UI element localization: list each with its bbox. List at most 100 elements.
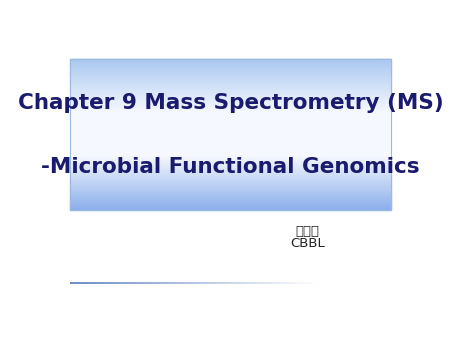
Bar (70, 124, 391, 125)
Bar (70, 127, 391, 128)
Bar (70, 166, 391, 167)
Bar (70, 125, 391, 126)
Text: CBBL: CBBL (290, 237, 325, 250)
Bar (70, 164, 391, 165)
Bar (70, 201, 391, 202)
Bar (70, 189, 391, 190)
Bar (70, 118, 391, 119)
Bar (70, 115, 391, 116)
Bar (70, 89, 391, 90)
Bar (70, 170, 391, 171)
Bar (70, 138, 391, 139)
Bar (70, 81, 391, 82)
Bar (70, 78, 391, 79)
Bar (70, 193, 391, 194)
Text: Chapter 9 Mass Spectrometry (MS): Chapter 9 Mass Spectrometry (MS) (18, 93, 444, 113)
Bar (70, 95, 391, 96)
Bar (70, 183, 391, 184)
Bar (70, 75, 391, 76)
Bar (70, 156, 391, 157)
Bar (70, 79, 391, 80)
Bar (70, 205, 391, 206)
Bar (70, 65, 391, 66)
Bar (70, 155, 391, 156)
Bar (70, 60, 391, 61)
Bar (70, 94, 391, 95)
Text: -Microbial Functional Genomics: -Microbial Functional Genomics (41, 157, 420, 177)
Bar (70, 176, 391, 177)
Bar (70, 165, 391, 166)
Bar (70, 80, 391, 81)
Bar (70, 172, 391, 173)
Bar (70, 158, 391, 159)
Bar (70, 190, 391, 191)
Bar (70, 181, 391, 182)
Bar (70, 173, 391, 174)
Bar (70, 149, 391, 150)
Bar (70, 116, 391, 117)
Bar (70, 137, 391, 138)
Bar (70, 163, 391, 164)
Bar (70, 108, 391, 109)
Bar (70, 161, 391, 162)
Bar (70, 206, 391, 207)
Bar (70, 143, 391, 144)
Bar (70, 177, 391, 178)
Bar (70, 122, 391, 123)
Bar (70, 178, 391, 179)
Bar (70, 145, 391, 146)
Bar (70, 74, 391, 75)
Bar (70, 83, 391, 84)
Bar (70, 123, 391, 124)
Bar (70, 84, 391, 85)
Bar (70, 209, 391, 210)
Bar (70, 133, 391, 134)
Bar (70, 110, 391, 111)
Bar (70, 199, 391, 200)
Bar (70, 185, 391, 186)
Bar (70, 182, 391, 183)
Bar (70, 120, 391, 121)
Bar (70, 85, 391, 86)
Bar (70, 147, 391, 148)
Bar (70, 101, 391, 102)
Bar (70, 146, 391, 147)
Bar (70, 186, 391, 187)
Bar (70, 159, 391, 160)
Bar (70, 141, 391, 142)
Bar (70, 154, 391, 155)
Bar (70, 188, 391, 189)
Bar (70, 168, 391, 169)
Bar (70, 102, 391, 103)
Bar (70, 131, 391, 132)
Bar (70, 150, 391, 151)
Bar (70, 64, 391, 65)
Bar (70, 151, 391, 152)
Bar (70, 97, 391, 98)
Bar (70, 152, 391, 153)
Bar (70, 93, 391, 94)
Bar (70, 187, 391, 188)
Bar (70, 87, 391, 88)
Bar (70, 130, 391, 131)
Bar (70, 148, 391, 149)
Bar (70, 100, 391, 101)
Bar (70, 160, 391, 161)
Bar (70, 63, 391, 64)
Bar (70, 105, 391, 106)
Text: 조광평: 조광평 (295, 225, 319, 238)
Bar (70, 153, 391, 154)
Bar (70, 162, 391, 163)
Bar (70, 59, 391, 60)
Bar (70, 208, 391, 209)
Bar (70, 104, 391, 105)
Bar (70, 179, 391, 180)
Bar (70, 167, 391, 168)
Bar (70, 139, 391, 140)
Bar (70, 88, 391, 89)
Bar (70, 142, 391, 143)
Bar (70, 73, 391, 74)
Bar (70, 191, 391, 192)
Bar (70, 109, 391, 110)
Bar (70, 72, 391, 73)
